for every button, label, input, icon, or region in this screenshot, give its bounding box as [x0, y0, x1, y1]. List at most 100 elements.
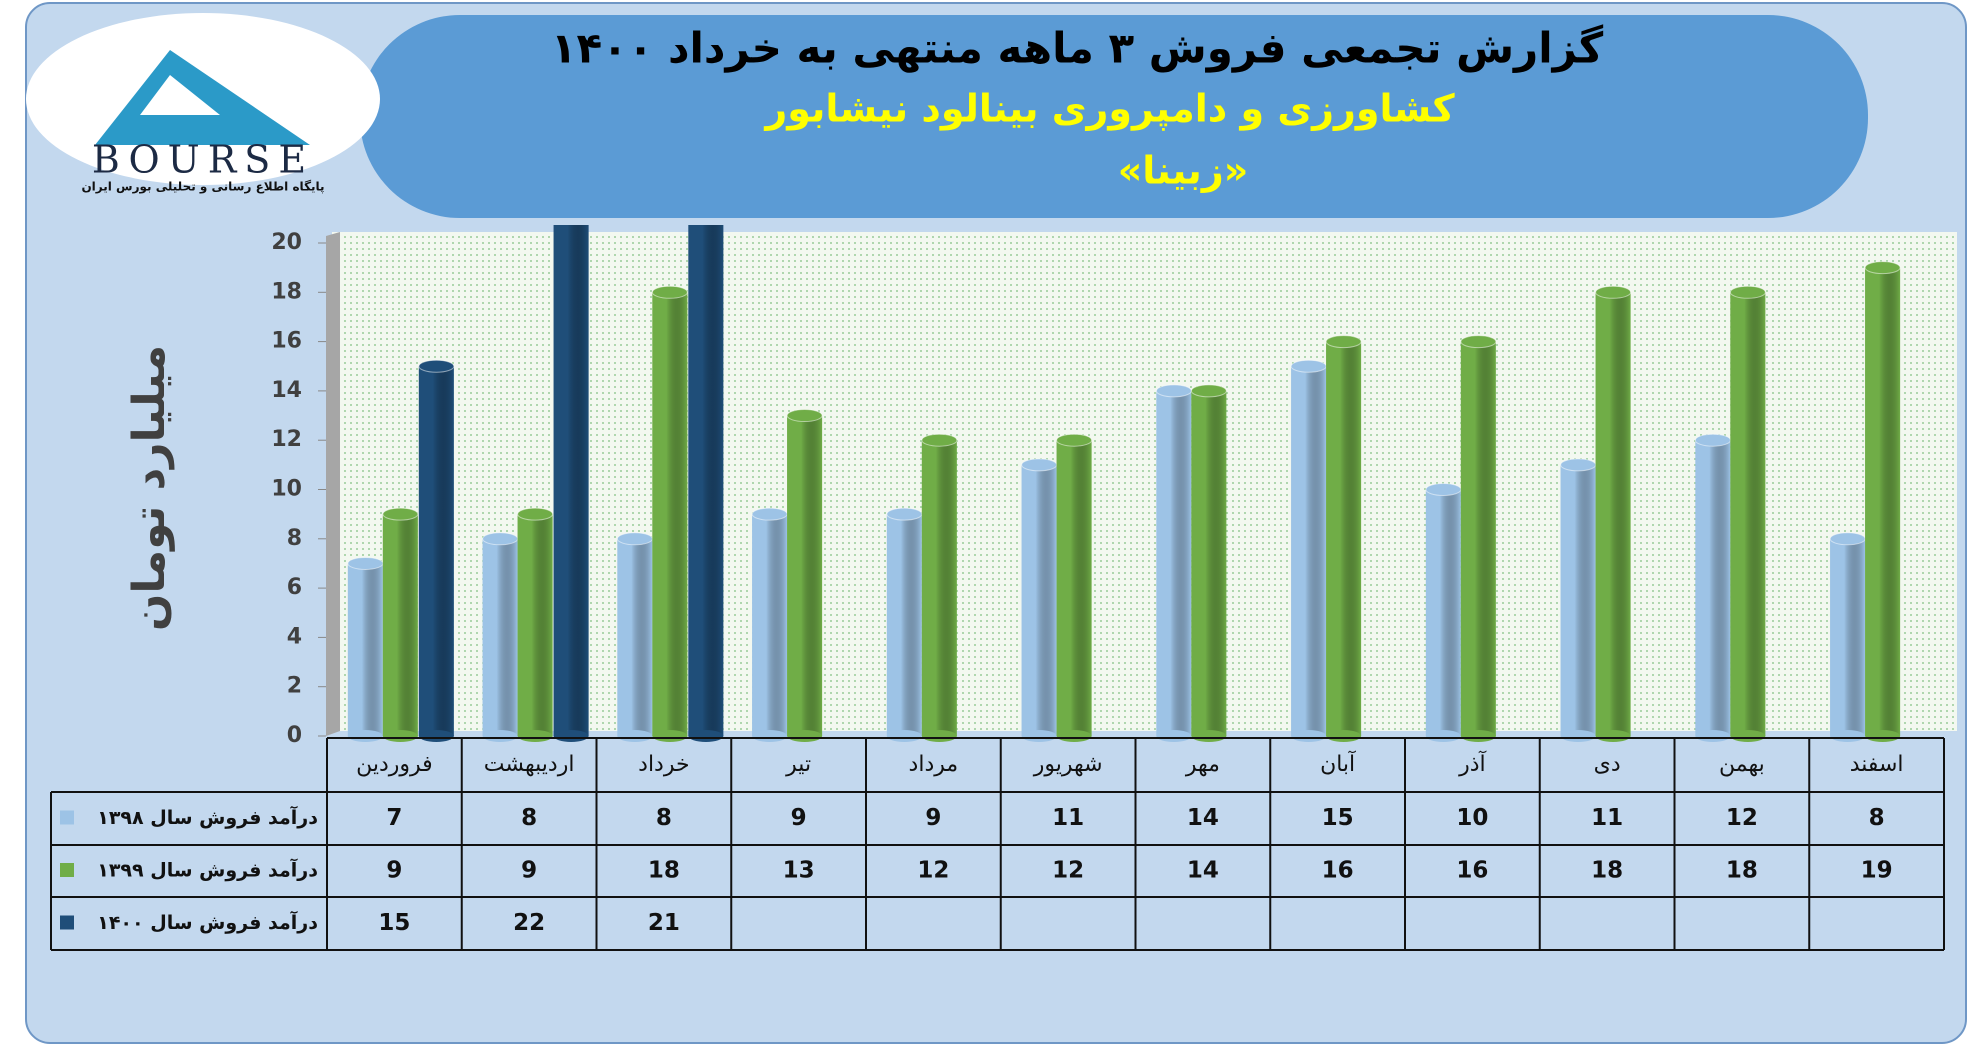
bar [751, 507, 788, 742]
bar [1694, 433, 1731, 742]
data-label: 9 [521, 858, 537, 884]
data-label: 14 [1187, 858, 1219, 884]
bar [921, 433, 958, 742]
y-tick-label: 16 [271, 329, 302, 354]
x-tick-label: آذر [1458, 750, 1486, 777]
bar-top [347, 556, 384, 570]
bar [688, 225, 724, 742]
bar-top [1460, 335, 1497, 349]
bar [1425, 483, 1462, 742]
bar-top [517, 507, 554, 521]
bar-base [553, 730, 589, 742]
bar-shade [688, 225, 724, 737]
bar-shade [1595, 292, 1631, 736]
bar-base [1830, 730, 1866, 742]
plot-area [332, 232, 1957, 731]
bar-base [1326, 730, 1362, 742]
bar-shade [482, 538, 518, 736]
bar [1729, 285, 1766, 742]
bar-shade [553, 225, 589, 736]
bar-top [651, 285, 688, 299]
bar-shade [1191, 390, 1227, 736]
data-label: 15 [378, 910, 410, 936]
y-tick-label: 10 [271, 477, 302, 502]
bar [786, 409, 823, 742]
bar-shade [1425, 489, 1461, 736]
bar [1864, 261, 1901, 742]
bar [1460, 335, 1497, 742]
bar-shade [347, 563, 383, 736]
bar-top [1829, 532, 1866, 546]
y-tick-label: 12 [271, 427, 302, 452]
bar [382, 507, 419, 742]
data-label: 16 [1322, 858, 1354, 884]
bar-base [517, 730, 553, 742]
bar-top [786, 409, 823, 423]
y-tick-label: 8 [287, 526, 302, 551]
y-tick-label: 0 [287, 723, 302, 748]
bar-base [1156, 730, 1192, 742]
bar [651, 285, 688, 742]
bar-base [1560, 730, 1596, 742]
bar-base [617, 730, 653, 742]
x-tick-label: مرداد [909, 752, 959, 777]
bar-top [751, 507, 788, 521]
bar-base [1695, 730, 1731, 742]
legend-entry: درآمد فروش سال ۱۴۰۰ [97, 910, 318, 934]
bar [1560, 458, 1597, 742]
bar-top [482, 532, 519, 546]
bar [482, 532, 519, 742]
data-label: 19 [1861, 858, 1893, 884]
bar-base [787, 730, 823, 742]
bar-base [1291, 730, 1327, 742]
bar-top [616, 532, 653, 546]
bar-shade [752, 514, 788, 736]
data-label: 15 [1322, 805, 1354, 831]
bar-base [347, 730, 383, 742]
bar-shade [517, 514, 553, 736]
logo-mark [140, 75, 220, 115]
bar-top [1021, 458, 1058, 472]
bar-base [1191, 730, 1227, 742]
bars [347, 225, 1901, 742]
data-label: 16 [1456, 858, 1488, 884]
bar-top [921, 433, 958, 447]
y-tick-label: 6 [287, 575, 302, 600]
bar-base [1460, 730, 1496, 742]
bar-base [652, 730, 688, 742]
data-label: 18 [648, 858, 680, 884]
x-tick-label: اسفند [1850, 752, 1904, 777]
bar-base [1425, 730, 1461, 742]
logo-name: BOURSE [92, 138, 314, 182]
bar-shade [418, 366, 454, 736]
bar-base [418, 730, 454, 742]
bar-shade [1156, 390, 1192, 736]
bar-base [886, 730, 922, 742]
bar-top [418, 359, 455, 373]
x-tick-label: اردیبهشت [484, 752, 575, 777]
bar [886, 507, 923, 742]
x-tick-label: خرداد [638, 752, 689, 777]
bar [1325, 335, 1362, 742]
bar-shade [1560, 464, 1596, 736]
y-axis-label: میلیارد تومان [124, 345, 175, 631]
logo-tagline: پایگاه اطلاع رسانی و تحلیلی بورس ایران [81, 180, 324, 195]
y-tick-label: 20 [271, 230, 302, 255]
data-label: 12 [1052, 858, 1084, 884]
x-tick-label: بهمن [1719, 752, 1765, 777]
data-label: 13 [783, 858, 815, 884]
x-tick-label: دی [1594, 752, 1621, 777]
bar [517, 507, 554, 742]
data-label: 8 [521, 805, 537, 831]
bar-top [382, 507, 419, 521]
bar-base [921, 730, 957, 742]
bar-shade [921, 440, 957, 736]
logo-triangle [95, 50, 310, 145]
bar-top [1560, 458, 1597, 472]
header-banner [360, 15, 1868, 218]
x-tick-label: تیر [785, 752, 811, 777]
bar-base [1595, 730, 1631, 742]
bar-top [1155, 384, 1192, 398]
bar-shade [382, 514, 418, 736]
bar [347, 556, 384, 742]
